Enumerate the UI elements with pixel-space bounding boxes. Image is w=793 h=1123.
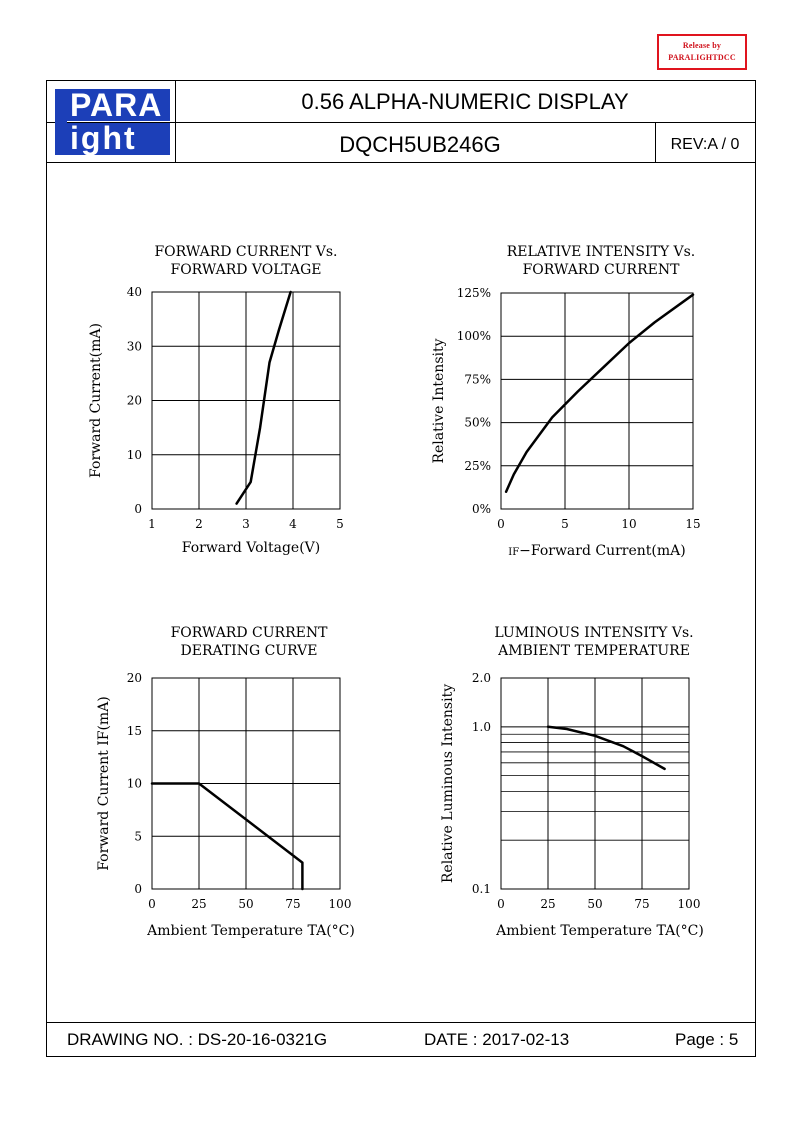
logo-text-ight: ight (66, 122, 170, 155)
series-line (235, 290, 292, 505)
y-tick-label: 20 (127, 394, 142, 408)
x-tick-label: 4 (289, 517, 297, 531)
x-tick-label: 15 (685, 517, 700, 531)
footer-divider (46, 1022, 756, 1023)
chart-title: FORWARD CURRENT (523, 262, 681, 278)
drawing-number: DRAWING NO. : DS-20-16-0321G (67, 1030, 328, 1049)
x-tick-label: 5 (336, 517, 344, 531)
chart-title: RELATIVE INTENSITY Vs. (507, 244, 696, 260)
rev-divider (655, 122, 656, 162)
x-tick-label: 5 (561, 517, 569, 531)
x-tick-label: 100 (329, 897, 352, 911)
logo-divider (175, 80, 176, 162)
series-line (504, 293, 695, 493)
logo-text-para: PARA (66, 89, 170, 121)
chart-title: DERATING CURVE (181, 643, 318, 659)
x-tick-label: 0 (497, 897, 505, 911)
release-stamp: Release by PARALIGHTDCC (657, 34, 747, 70)
y-tick-label: 75% (464, 372, 491, 386)
plot-frame (500, 292, 694, 510)
model-number: DQCH5UB246G (339, 132, 501, 157)
header-divider (46, 122, 756, 123)
x-tick-label: 10 (621, 517, 636, 531)
stamp-line-2: PARALIGHTDCC (668, 53, 736, 62)
x-tick-label: 0 (497, 517, 505, 531)
y-tick-label: 10 (127, 448, 142, 462)
y-axis-label: Forward Current(mA) (88, 323, 104, 478)
chart-2: 0 5 10 15 0% 25% 50% 75% 100% 125% RELATIVE INTENS… (431, 244, 701, 559)
x-axis-label: Ambient Temperature TA(°C) (495, 923, 704, 939)
y-tick-label: 125% (457, 286, 491, 300)
x-tick-label: 3 (242, 517, 250, 531)
y-axis-label: Relative Intensity (431, 338, 447, 463)
stamp-line-1: Release by (682, 41, 722, 50)
y-axis-label: Forward Current IF(mA) (96, 696, 112, 871)
chart-title: LUMINOUS INTENSITY Vs. (494, 625, 693, 641)
x-tick-label: 75 (285, 897, 300, 911)
x-tick-label: 1 (148, 517, 156, 531)
y-tick-label: 10 (127, 777, 142, 791)
y-tick-label: 100% (457, 329, 491, 343)
y-tick-label: 0 (134, 502, 142, 516)
x-tick-label: 50 (587, 897, 602, 911)
x-tick-label: 50 (238, 897, 253, 911)
document-title: 0.56 ALPHA-NUMERIC DISPLAY (301, 89, 629, 114)
chart-1: 1 2 3 4 5 0 10 20 30 40 FORWARD CURRENT Vs. FORWARD… (88, 244, 344, 556)
y-tick-label: 20 (127, 671, 142, 685)
chart-title: FORWARD CURRENT (171, 625, 329, 641)
chart-title: FORWARD CURRENT Vs. (154, 244, 337, 260)
x-tick-label: 2 (195, 517, 203, 531)
x-axis-label: Forward Voltage(V) (182, 540, 321, 556)
header-bottom-rule (46, 162, 756, 163)
paralight-logo: PARA ight (52, 83, 172, 157)
y-tick-label: 1.0 (472, 720, 491, 734)
x-tick-label: 75 (634, 897, 649, 911)
x-tick-label: 25 (540, 897, 555, 911)
document-date: DATE : 2017-02-13 (424, 1030, 570, 1049)
chart-title: FORWARD VOLTAGE (170, 262, 321, 278)
page-number: Page : 5 (675, 1030, 739, 1049)
revision: REV:A / 0 (670, 136, 740, 153)
document-frame (46, 80, 756, 1057)
y-tick-label: 0 (134, 882, 142, 896)
chart-title: AMBIENT TEMPERATURE (497, 643, 690, 659)
x-axis-label: IF−Forward Current(mA) (508, 543, 685, 559)
y-tick-label: 50% (464, 416, 491, 430)
y-tick-label: 15 (127, 724, 142, 738)
y-axis-label: Relative Luminous Intensity (440, 684, 456, 883)
y-tick-label: 2.0 (472, 671, 491, 685)
series-line (150, 782, 304, 891)
y-tick-label: 0% (472, 502, 491, 516)
series-line (546, 725, 666, 771)
y-tick-label: 0.1 (472, 882, 491, 896)
y-tick-label: 40 (127, 285, 142, 299)
chart-3: 0 25 50 75 100 0 5 10 15 20 FORWARD CURRENT DERATIN… (96, 625, 355, 939)
y-tick-label: 5 (134, 829, 142, 843)
y-tick-label: 25% (464, 459, 491, 473)
y-tick-label: 30 (127, 339, 142, 353)
chart-4: 0 25 50 75 100 2.0 1.0 0.1 LUMINOUS INTENSITY Vs… (440, 625, 704, 939)
x-tick-label: 100 (678, 897, 701, 911)
x-tick-label: 25 (191, 897, 206, 911)
x-tick-label: 0 (148, 897, 156, 911)
x-axis-label: Ambient Temperature TA(°C) (146, 923, 355, 939)
